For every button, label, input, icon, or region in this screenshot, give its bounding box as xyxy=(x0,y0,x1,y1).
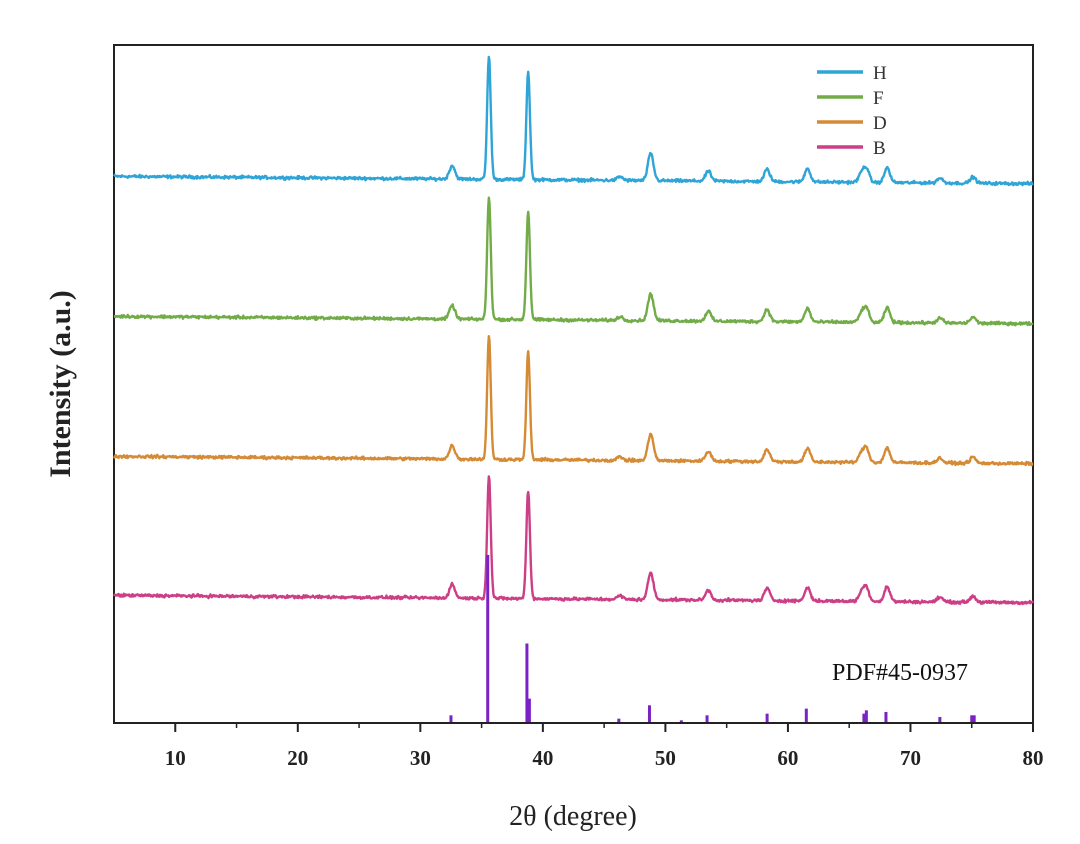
x-tick-label: 40 xyxy=(532,746,553,770)
x-axis-title: 2θ (degree) xyxy=(509,801,637,832)
x-tick-label: 20 xyxy=(287,746,308,770)
legend-label-B: B xyxy=(873,138,886,159)
x-tick-labels-group: 10 20 30 40 50 60 70 80 xyxy=(165,746,1044,770)
x-tick-label: 50 xyxy=(655,746,676,770)
reference-label: PDF#45-0937 xyxy=(832,660,968,686)
plot-frame xyxy=(113,44,1034,724)
series-line-B xyxy=(112,475,1035,606)
legend-label-H: H xyxy=(873,63,887,84)
x-tick-label: 30 xyxy=(410,746,431,770)
legend-label-D: D xyxy=(873,113,887,134)
x-tick-label: 60 xyxy=(777,746,798,770)
x-tick-label: 70 xyxy=(900,746,921,770)
series-line-H xyxy=(112,55,1034,187)
y-axis-title: Intensity (a.u.) xyxy=(44,290,77,478)
x-tick-label: 80 xyxy=(1023,746,1044,770)
reference-lines-group xyxy=(449,555,976,722)
x-ticks-group xyxy=(174,723,1034,732)
legend-label-F: F xyxy=(873,88,884,109)
traces-group xyxy=(112,55,1035,606)
x-tick-label: 10 xyxy=(165,746,186,770)
series-line-F xyxy=(113,196,1034,327)
series-line-D xyxy=(112,335,1034,467)
